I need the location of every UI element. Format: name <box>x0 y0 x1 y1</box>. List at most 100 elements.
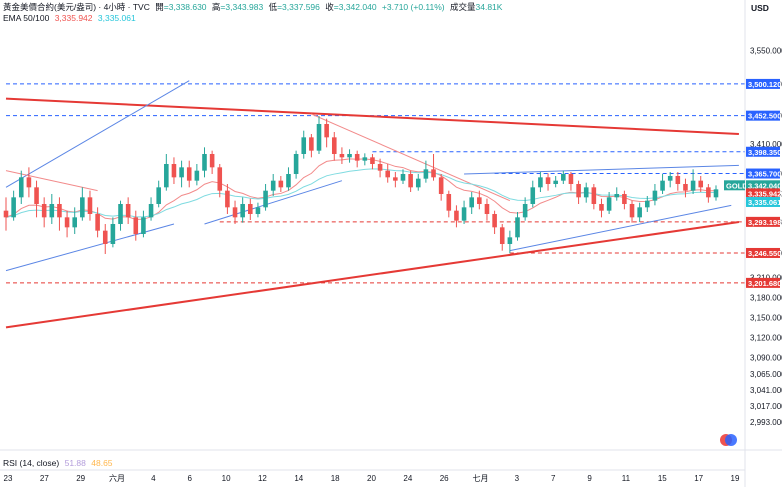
candle-body <box>301 137 307 154</box>
ema100-value: 3,335.061 <box>97 13 136 23</box>
candle-body <box>530 187 536 204</box>
candle-body <box>568 174 574 184</box>
x-tick-label: 27 <box>40 474 49 483</box>
candle-body <box>225 190 230 208</box>
change-value: +3.710 (+0.11%) <box>381 2 445 12</box>
candle-body <box>278 180 284 188</box>
candle-body <box>263 190 268 208</box>
ema50-line <box>5 158 717 221</box>
rsi-label: RSI (14, close) <box>3 458 60 468</box>
open-label: 開 <box>155 2 164 12</box>
x-tick-label: 3 <box>515 474 520 483</box>
candle-body <box>34 187 39 204</box>
candle-body <box>240 204 245 218</box>
candle-body <box>232 207 238 218</box>
ema-legend[interactable]: EMA 50/100 3,335.942 3,335.061 <box>3 13 139 23</box>
price-tag-box <box>746 196 780 207</box>
x-tick-label: 23 <box>4 474 13 483</box>
price-tag-box <box>746 277 780 288</box>
candle-body <box>347 154 352 158</box>
high-value: =3,343.983 <box>220 2 264 12</box>
candle-body <box>171 164 177 178</box>
candle-body <box>179 167 184 178</box>
candle-body <box>538 177 543 188</box>
candle-body <box>454 210 459 221</box>
candle-body <box>370 157 375 164</box>
candle-body <box>41 204 47 218</box>
candle-body <box>408 174 413 188</box>
price-tag-label: 3,398.350 <box>748 148 781 157</box>
high-label: 高 <box>211 2 221 12</box>
candle-body <box>690 180 696 191</box>
candle-body <box>125 204 131 218</box>
trendline-uptrend-support <box>5 221 740 329</box>
rsi-legend[interactable]: RSI (14, close) 51.88 48.65 <box>3 458 116 468</box>
candle-body <box>331 137 337 154</box>
price-tag-label: 3,335.942 <box>748 189 781 198</box>
candle-body <box>354 154 360 161</box>
price-tag-label: 3,342.040 <box>748 181 781 190</box>
candle-body <box>309 137 314 151</box>
candle-body <box>415 178 421 188</box>
candle-body <box>637 207 642 218</box>
y-tick-label: 3,041.000 <box>750 386 782 395</box>
candle-body <box>270 180 276 191</box>
candle-body <box>683 184 688 191</box>
candle-body <box>507 237 513 244</box>
open-value: =3,338.630 <box>163 2 207 12</box>
candle-body <box>583 187 589 198</box>
candle-body <box>629 204 635 218</box>
candle-body <box>102 230 108 244</box>
candle-body <box>675 176 681 184</box>
low-label: 低 <box>268 2 278 12</box>
candle-body <box>209 154 215 168</box>
candle-body <box>515 217 520 238</box>
y-tick-label: 3,090.000 <box>750 353 782 362</box>
candle-body <box>576 184 581 198</box>
price-tag-box <box>746 216 780 227</box>
price-tag-box <box>746 168 780 179</box>
candle-body <box>385 170 391 178</box>
price-tag-box <box>746 188 780 199</box>
candle-body <box>324 124 329 138</box>
ema50-value: 3,335.942 <box>54 13 93 23</box>
candle-body <box>194 170 200 181</box>
candle-body <box>18 177 24 198</box>
price-tag-box <box>746 146 780 157</box>
x-tick-label: 20 <box>367 474 376 483</box>
candle-body <box>362 157 368 161</box>
x-tick-label: 六月 <box>109 473 125 483</box>
candle-body <box>3 210 9 218</box>
candle-body <box>400 174 406 181</box>
x-tick-label: 9 <box>587 474 592 483</box>
price-axis[interactable]: 3,550.0003,500.0003,452.5003,410.0003,36… <box>750 47 782 427</box>
candle-body <box>87 197 93 214</box>
alerts-icon[interactable] <box>720 434 737 446</box>
candle-body <box>339 154 345 158</box>
candle-body <box>11 197 16 218</box>
trendline-channel-lower-2 <box>204 180 343 225</box>
x-tick-label: 14 <box>294 474 303 483</box>
candle-body <box>377 164 383 171</box>
candle-body <box>423 169 429 179</box>
volume-label: 成交量 <box>450 2 476 12</box>
candle-body <box>95 214 100 231</box>
rsi-value-2: 48.65 <box>91 458 113 468</box>
candle-body <box>469 197 474 208</box>
candle-body <box>148 204 154 218</box>
time-axis[interactable]: 23 27 29 六月 4 6 10 12 14 18 20 24 26 七月 3 7 9 11 15 17 19 <box>4 473 740 483</box>
price-tag-box <box>746 78 780 89</box>
candle-body <box>202 154 207 171</box>
price-tag-label: 3,500.120 <box>748 80 781 89</box>
trendline-channel-lower-3 <box>509 204 732 252</box>
candle-body <box>606 197 612 211</box>
y-tick-label: 2,993.000 <box>750 418 782 427</box>
price-tag-box <box>746 180 780 191</box>
price-tag-label: 3,365.700 <box>748 170 781 179</box>
candle-body <box>438 177 444 194</box>
price-tag-label: 3,201.680 <box>748 279 781 288</box>
candle-body <box>72 217 77 228</box>
x-tick-label: 29 <box>76 474 85 483</box>
candle-body <box>561 174 566 181</box>
